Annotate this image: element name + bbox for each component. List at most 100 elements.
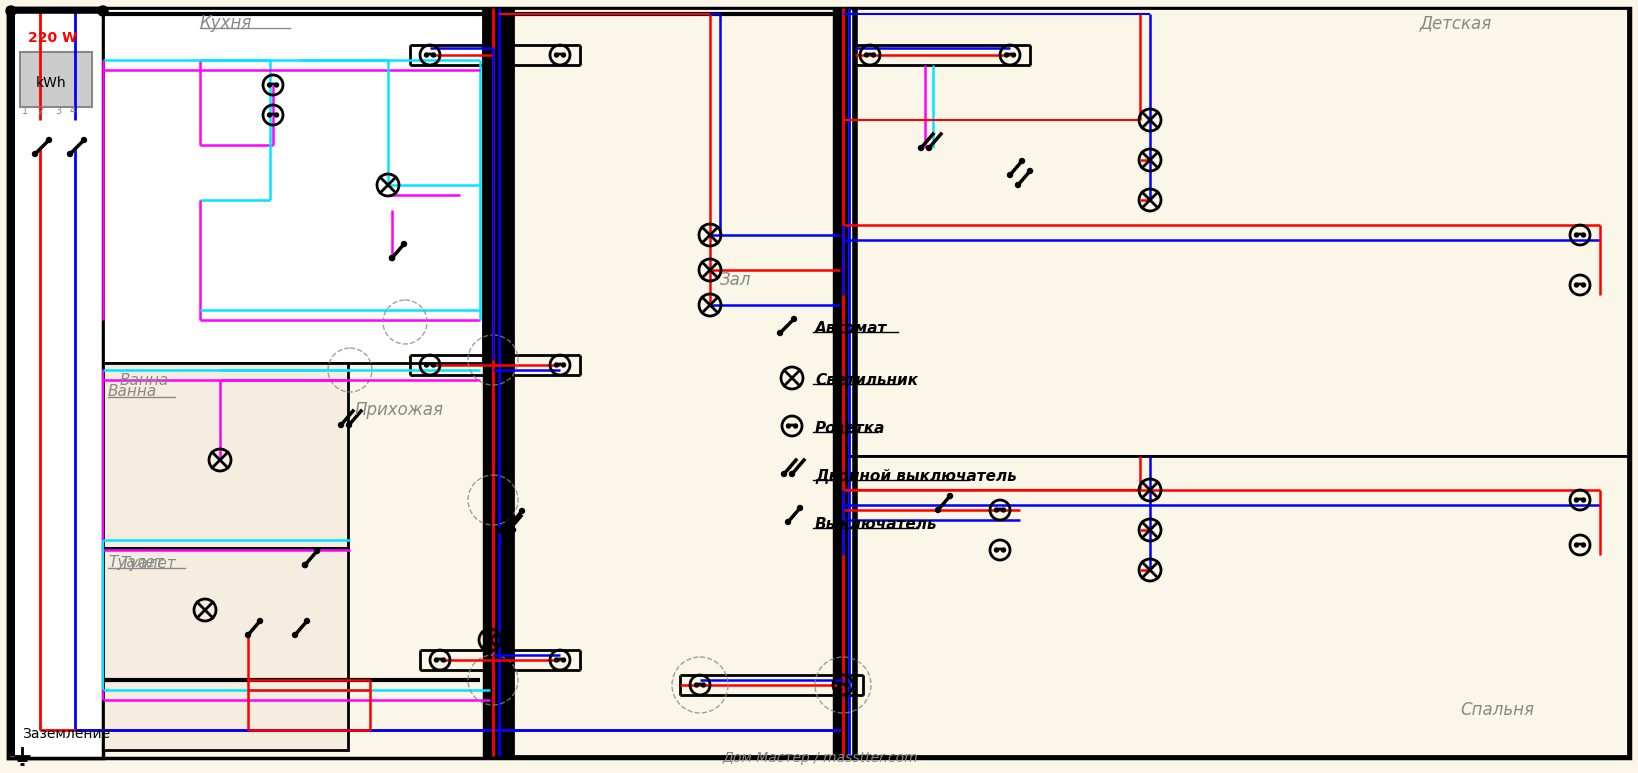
Circle shape xyxy=(1001,508,1006,512)
Circle shape xyxy=(7,6,16,16)
Text: 2: 2 xyxy=(38,106,43,116)
Circle shape xyxy=(498,527,503,533)
Circle shape xyxy=(1007,172,1012,178)
Circle shape xyxy=(431,363,436,367)
Text: Прихожая: Прихожая xyxy=(355,401,444,419)
Circle shape xyxy=(1574,498,1579,502)
Bar xyxy=(8,8,103,758)
Circle shape xyxy=(424,53,429,57)
Text: Выключатель: Выключатель xyxy=(816,517,937,532)
Circle shape xyxy=(506,527,511,533)
Circle shape xyxy=(1004,53,1009,57)
Circle shape xyxy=(786,424,791,428)
Circle shape xyxy=(275,113,278,117)
Circle shape xyxy=(257,618,262,624)
Bar xyxy=(103,8,483,363)
Circle shape xyxy=(786,519,791,525)
Circle shape xyxy=(82,138,87,142)
Circle shape xyxy=(695,683,698,687)
Circle shape xyxy=(798,506,803,510)
Circle shape xyxy=(347,423,352,427)
Text: 3: 3 xyxy=(56,106,61,116)
Text: Зал: Зал xyxy=(721,271,752,289)
Circle shape xyxy=(1019,158,1024,164)
Circle shape xyxy=(246,632,251,638)
Circle shape xyxy=(442,658,446,662)
Text: 1: 1 xyxy=(21,106,28,116)
Text: Двойной выключатель: Двойной выключатель xyxy=(816,469,1017,484)
Circle shape xyxy=(401,241,406,247)
Bar xyxy=(834,8,847,756)
Circle shape xyxy=(314,549,319,553)
Circle shape xyxy=(1582,543,1586,547)
Circle shape xyxy=(919,145,924,151)
Text: 220 W: 220 W xyxy=(28,31,77,45)
Circle shape xyxy=(871,53,875,57)
Text: Дом Мастер / masstter.com: Дом Мастер / masstter.com xyxy=(722,751,917,765)
Bar xyxy=(513,8,1630,756)
Text: Туалет: Туалет xyxy=(108,555,164,570)
Text: Кухня: Кухня xyxy=(200,14,252,32)
Text: Розетка: Розетка xyxy=(816,421,886,436)
Circle shape xyxy=(293,632,298,638)
Bar xyxy=(103,548,347,750)
Circle shape xyxy=(303,563,308,567)
Circle shape xyxy=(994,548,999,552)
Bar xyxy=(840,8,1628,456)
Circle shape xyxy=(267,113,272,117)
Circle shape xyxy=(46,138,51,142)
Text: Заземление: Заземление xyxy=(21,727,110,741)
Text: Туалет: Туалет xyxy=(120,556,175,571)
Bar xyxy=(483,8,513,756)
Circle shape xyxy=(1574,543,1579,547)
Circle shape xyxy=(33,152,38,156)
Circle shape xyxy=(947,493,953,499)
Circle shape xyxy=(503,527,508,533)
Circle shape xyxy=(562,363,565,367)
Text: 4: 4 xyxy=(70,106,75,116)
Text: Светильник: Светильник xyxy=(816,373,917,388)
Text: Детская: Детская xyxy=(1420,14,1492,32)
Circle shape xyxy=(511,527,516,533)
Bar xyxy=(103,363,347,548)
Circle shape xyxy=(431,53,436,57)
Circle shape xyxy=(98,6,108,16)
Circle shape xyxy=(927,145,932,151)
Circle shape xyxy=(305,618,310,624)
Text: Ванна: Ванна xyxy=(108,384,157,399)
Circle shape xyxy=(790,472,794,476)
Bar xyxy=(20,52,92,107)
Circle shape xyxy=(424,363,429,367)
Circle shape xyxy=(837,683,842,687)
Circle shape xyxy=(390,256,395,261)
Text: Автомат: Автомат xyxy=(816,321,888,336)
Circle shape xyxy=(508,523,513,527)
Circle shape xyxy=(303,563,308,567)
Circle shape xyxy=(865,53,868,57)
Circle shape xyxy=(1001,548,1006,552)
Circle shape xyxy=(1012,53,1016,57)
Circle shape xyxy=(434,658,439,662)
Circle shape xyxy=(1027,169,1032,173)
Circle shape xyxy=(67,152,72,156)
Circle shape xyxy=(339,423,344,427)
Circle shape xyxy=(1582,498,1586,502)
Circle shape xyxy=(555,658,559,662)
Circle shape xyxy=(701,683,706,687)
Circle shape xyxy=(793,424,798,428)
Circle shape xyxy=(275,83,278,87)
Text: Спальня: Спальня xyxy=(1459,701,1535,719)
Circle shape xyxy=(555,363,559,367)
Text: Ванна: Ванна xyxy=(120,373,169,388)
Circle shape xyxy=(1582,233,1586,237)
Circle shape xyxy=(1016,182,1020,188)
Circle shape xyxy=(562,53,565,57)
Circle shape xyxy=(935,508,940,512)
Circle shape xyxy=(519,509,524,513)
Circle shape xyxy=(778,331,783,335)
Circle shape xyxy=(390,256,395,261)
Text: kWh: kWh xyxy=(36,76,67,90)
Circle shape xyxy=(781,472,786,476)
Bar xyxy=(840,456,1628,756)
Circle shape xyxy=(267,83,272,87)
